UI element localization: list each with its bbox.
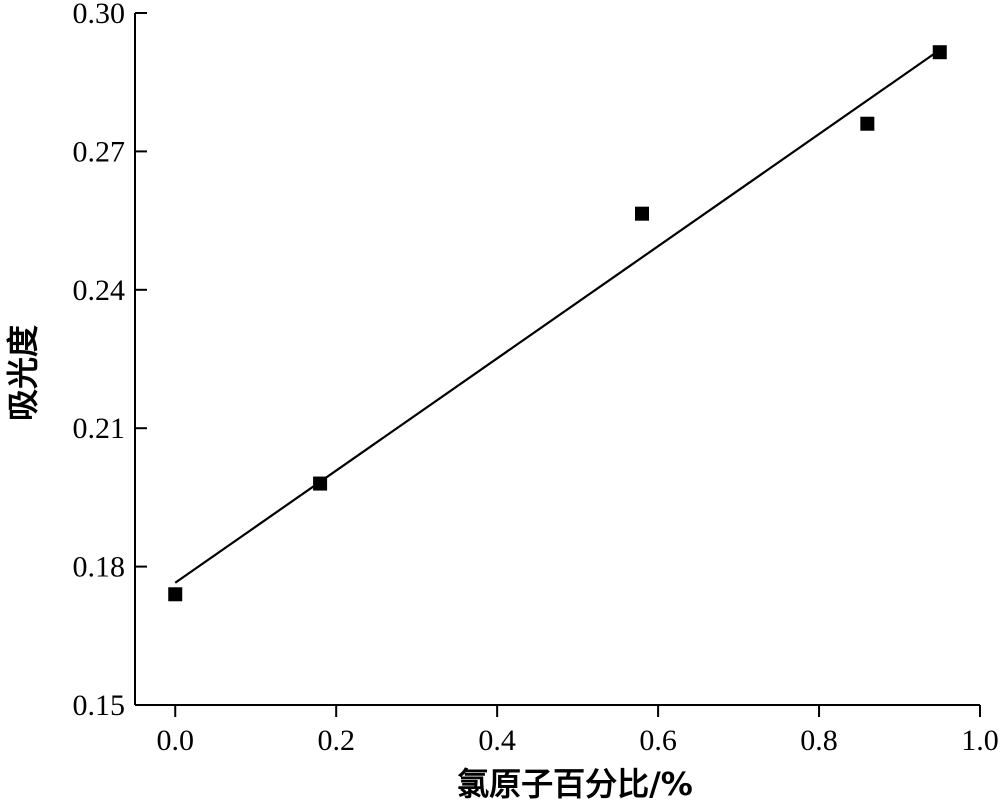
data-points [168,45,947,602]
y-ticks: 0.15 0.18 0.21 0.24 0.27 0.30 [73,0,147,722]
x-tick-label: 0.8 [800,724,838,757]
x-ticks: 0.0 0.2 0.4 0.6 0.8 1.0 [156,705,999,757]
y-tick-label: 0.18 [73,551,126,584]
y-tick-label: 0.21 [73,412,126,445]
y-axis-label: 吸光度 [4,325,42,421]
data-point [635,206,649,221]
x-tick-label: 1.0 [961,724,999,757]
x-tick-label: 0.4 [478,724,516,757]
x-axis-label: 氯原子百分比/% [457,765,693,803]
x-tick-label: 0.6 [639,724,677,757]
x-tick-label: 0.2 [317,724,355,757]
data-point [168,587,183,602]
y-tick-label: 0.27 [73,135,126,168]
data-point [313,476,328,491]
fit-line-group [174,49,941,584]
data-point [932,45,947,60]
plot-frame [134,13,980,706]
fit-line [174,49,941,584]
y-tick-label: 0.30 [73,0,126,30]
y-tick-label: 0.24 [73,274,126,307]
data-point [860,116,875,131]
y-tick-label: 0.15 [73,689,126,722]
x-tick-label: 0.0 [156,724,194,757]
